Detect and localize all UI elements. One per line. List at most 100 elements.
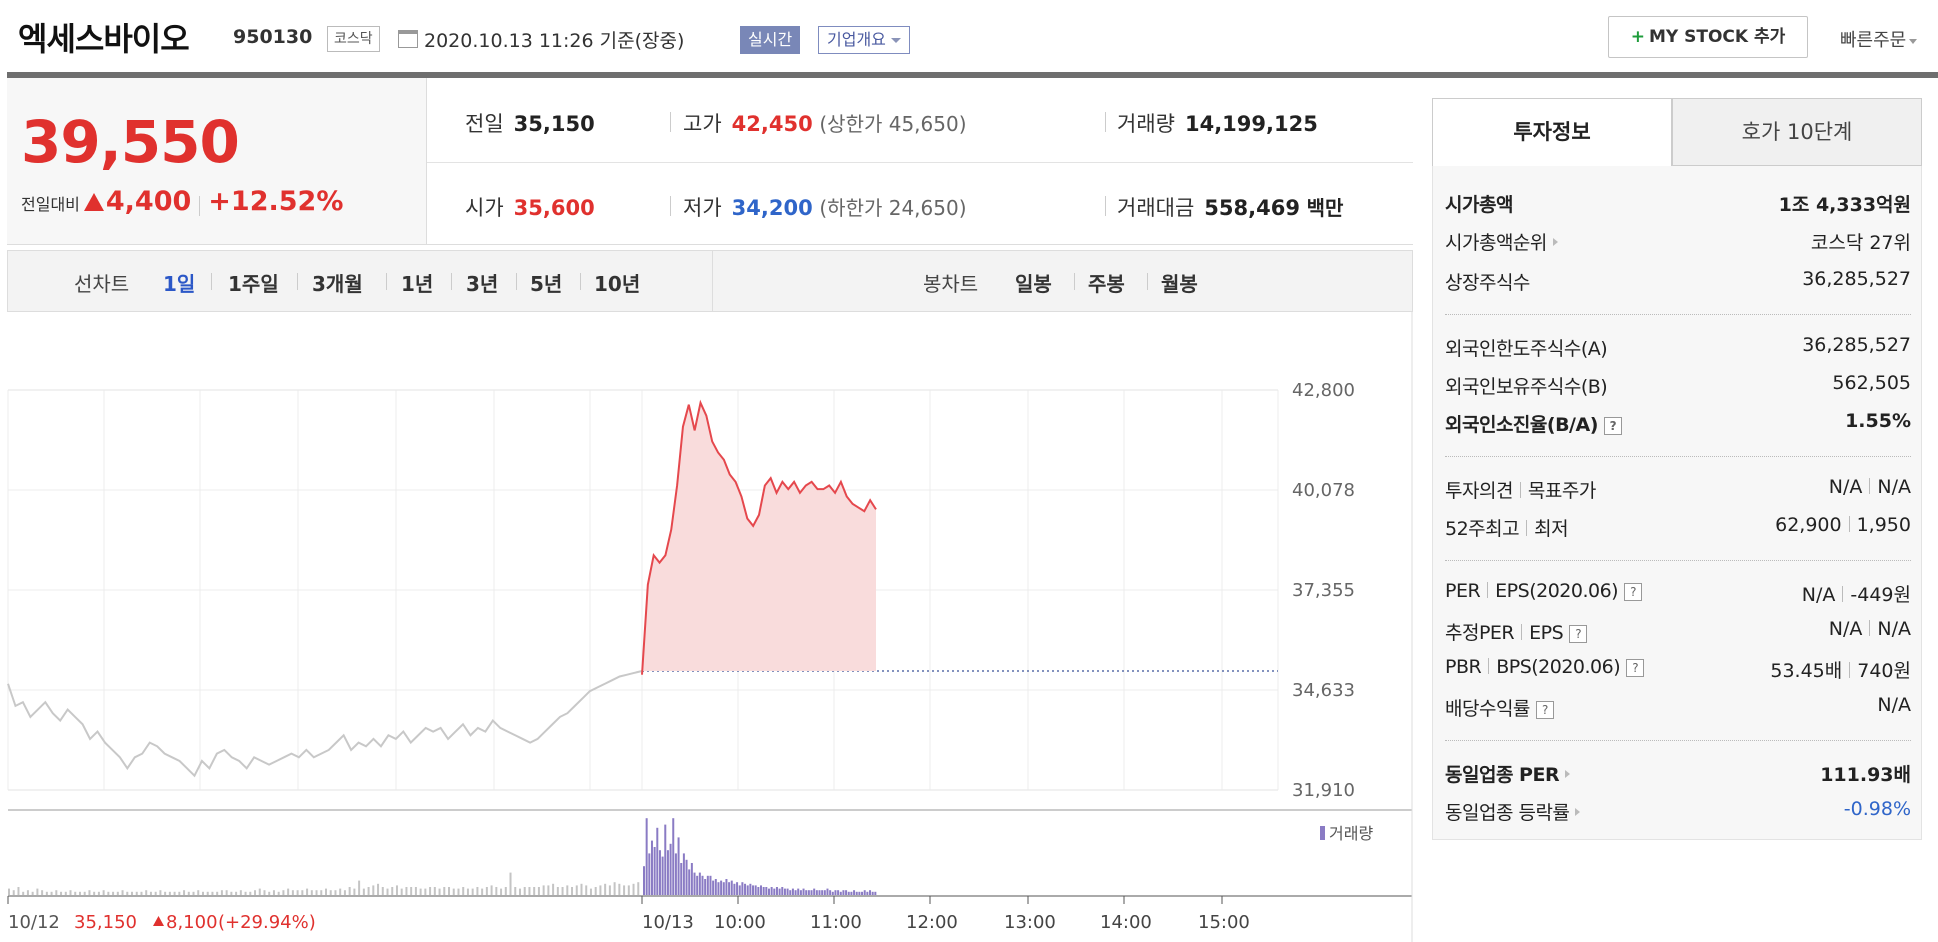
52week-low-value: 1,950	[1856, 514, 1911, 536]
volume-bar-previous	[537, 887, 540, 895]
dividend-row: 배당수익률? N/A	[1445, 694, 1911, 724]
target-value: N/A	[1877, 476, 1911, 498]
investment-info-panel: 투자정보 호가 10단계 시가총액 1조 4,333억원 시가총액순위 코스닥 27…	[1432, 98, 1922, 840]
volume-bar-previous	[55, 890, 58, 895]
high-value: 42,450	[731, 112, 813, 136]
tab-1year[interactable]: 1년	[401, 272, 434, 296]
volume-bar-previous	[518, 888, 521, 895]
volume-bar-previous	[282, 890, 285, 895]
volume-bar-today	[746, 885, 749, 895]
tab-weekly-candle[interactable]: 주봉	[1088, 272, 1125, 296]
divider	[1487, 582, 1489, 598]
x-tick-label: 15:00	[1198, 912, 1250, 933]
volume-bar-today	[741, 882, 744, 895]
volume-bar-today	[781, 887, 784, 895]
add-my-stock-button[interactable]: + MY STOCK 추가	[1608, 16, 1808, 58]
volume-bar-previous	[608, 885, 611, 895]
volume-bar-previous	[268, 891, 271, 895]
high-stat: 고가 42,450 (상한가 45,650)	[683, 108, 967, 138]
volume-bar-previous	[244, 891, 247, 895]
volume-bar-previous	[97, 891, 100, 895]
52week-row: 52주최고 최저 62,900 1,950	[1445, 514, 1911, 544]
help-icon[interactable]: ?	[1624, 583, 1643, 601]
volume-bar-today	[829, 890, 832, 895]
tab-order-book-10[interactable]: 호가 10단계	[1672, 98, 1922, 166]
volume-bar-today	[738, 885, 741, 895]
foreign-limit-label: 외국인한도주식수(A)	[1445, 338, 1608, 360]
tab-1day[interactable]: 1일	[163, 272, 196, 296]
tab-monthly-candle[interactable]: 월봉	[1161, 272, 1198, 296]
volume-bar-previous	[64, 891, 67, 895]
volume-bar-today	[736, 882, 739, 895]
tab-10year[interactable]: 10년	[594, 272, 641, 296]
52week-low-label: 최저	[1534, 518, 1569, 540]
y-tick-label: 34,633	[1292, 680, 1355, 701]
tab-1week[interactable]: 1주일	[228, 272, 279, 296]
upper-limit: (상한가 45,650)	[819, 112, 967, 136]
volume-bar-previous	[164, 891, 167, 895]
y-tick-label: 40,078	[1292, 480, 1355, 501]
realtime-button[interactable]: 실시간	[740, 26, 801, 54]
candle-chart-label: 봉차트	[923, 272, 979, 296]
volume-bar-previous	[296, 890, 299, 895]
volume-bar-today	[834, 890, 837, 895]
tab-3month[interactable]: 3개월	[312, 272, 363, 296]
volume-bar-previous	[618, 883, 621, 895]
volume-bar-previous	[187, 891, 190, 895]
volume-bar-previous	[78, 891, 81, 895]
x-axis-ticks: 10/13 10:00 11:00 12:00 13:00 14:00 15:00	[7, 896, 1250, 933]
stock-header: 엑세스바이오 950130 코스닥 2020.10.13 11:26 기준(장중…	[0, 0, 1938, 76]
quick-order-dropdown[interactable]: 빠른주문	[1840, 26, 1918, 52]
volume-bar-previous	[287, 888, 290, 895]
volume-bar-previous	[575, 885, 578, 895]
company-overview-dropdown[interactable]: 기업개요	[818, 26, 910, 54]
help-icon[interactable]: ?	[1626, 659, 1645, 677]
industry-change-row[interactable]: 동일업종 등락률 -0.98%	[1445, 798, 1911, 828]
est-eps-value: N/A	[1877, 618, 1911, 640]
volume-bar-previous	[386, 888, 389, 895]
volume-bar-previous	[580, 883, 583, 895]
chevron-right-icon	[1565, 770, 1571, 778]
help-icon[interactable]: ?	[1569, 625, 1588, 643]
tab-investment-info[interactable]: 투자정보	[1432, 98, 1672, 166]
volume-bar-previous	[102, 890, 105, 895]
volume-bar-previous	[339, 888, 342, 895]
volume-bar-previous	[41, 890, 44, 895]
tab-daily-candle[interactable]: 일봉	[1015, 272, 1052, 296]
volume-bar-today	[744, 883, 747, 895]
volume-bar-today	[760, 885, 762, 895]
52week-high-value: 62,900	[1775, 514, 1842, 536]
volume-bar-today	[823, 890, 826, 895]
help-icon[interactable]: ?	[1603, 417, 1622, 435]
volume-bar-previous	[571, 887, 574, 895]
volume-bar-today	[855, 891, 858, 895]
today-line	[641, 399, 877, 675]
volume-bar-today	[698, 872, 701, 895]
tab-3year[interactable]: 3년	[466, 272, 499, 296]
tab-5year[interactable]: 5년	[530, 272, 563, 296]
volume-bar-previous	[424, 888, 427, 895]
volume-bar-previous	[173, 891, 176, 895]
divider	[1105, 112, 1106, 132]
volume-bar-previous	[93, 891, 96, 895]
divider	[1848, 516, 1850, 532]
per-label: PER	[1445, 580, 1481, 602]
prev-close-stat: 전일 35,150	[465, 108, 595, 138]
y-tick-label: 37,355	[1292, 580, 1355, 601]
foreign-hold-value: 562,505	[1832, 372, 1911, 394]
volume-bar-today	[821, 890, 824, 895]
volume-bar-today	[775, 887, 778, 895]
help-icon[interactable]: ?	[1535, 701, 1554, 719]
volume-bar-previous	[556, 887, 559, 895]
divider	[670, 112, 671, 132]
x-tick-label: 13:00	[1004, 912, 1056, 933]
volume-bar-previous	[509, 872, 512, 895]
52week-high-label: 52주최고	[1445, 518, 1520, 540]
industry-per-row[interactable]: 동일업종 PER 111.93배	[1445, 760, 1911, 790]
foreign-rate-value: 1.55%	[1845, 410, 1911, 432]
x-tick-label: 10/13	[642, 912, 694, 933]
volume-bar-previous	[154, 891, 157, 895]
market-cap-rank-row[interactable]: 시가총액순위 코스닥 27위	[1445, 228, 1911, 258]
foreign-hold-label: 외국인보유주식수(B)	[1445, 376, 1608, 398]
volume-bar-today	[842, 890, 845, 895]
